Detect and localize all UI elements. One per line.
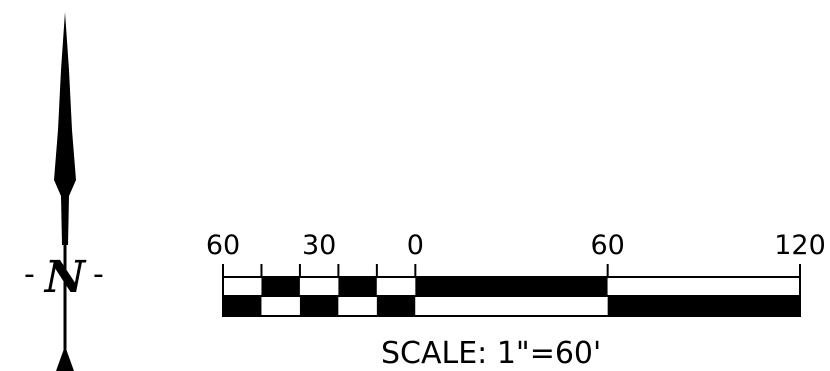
scale-segment-bottom — [299, 296, 339, 316]
north-arrow-tail-icon — [56, 346, 74, 371]
scale-segment-bottom — [376, 296, 416, 316]
scale-segment-top — [338, 277, 377, 296]
scale-segment-top — [607, 277, 800, 296]
scale-tick-label: 30 — [302, 230, 336, 261]
east-tick: - — [93, 257, 104, 292]
scale-segment-top — [261, 277, 300, 296]
north-arrow: - - N — [24, 12, 104, 371]
scale-segment-bottom — [607, 296, 800, 316]
scale-segment-top — [376, 277, 416, 296]
scale-tick-label: 60 — [206, 230, 240, 261]
scale-segment-bottom — [415, 296, 608, 316]
scale-segment-top — [415, 277, 608, 296]
scale-tick-label: 0 — [407, 230, 424, 261]
scale-segment-bottom — [338, 296, 377, 316]
scale-text: SCALE: 1"=60' — [381, 336, 601, 371]
north-arrow-icon — [54, 12, 76, 245]
scale-tick-label: 120 — [774, 230, 826, 261]
scale-segment-bottom — [261, 296, 300, 316]
scale-tick-label: 60 — [590, 230, 624, 261]
west-tick: - — [24, 257, 35, 292]
north-letter: N — [43, 252, 87, 303]
scale-bar: 60 30 0 60 120 — [206, 230, 826, 317]
scale-segment-bottom — [223, 296, 262, 316]
scale-segment-top — [299, 277, 339, 296]
scale-segment-top — [223, 277, 262, 296]
